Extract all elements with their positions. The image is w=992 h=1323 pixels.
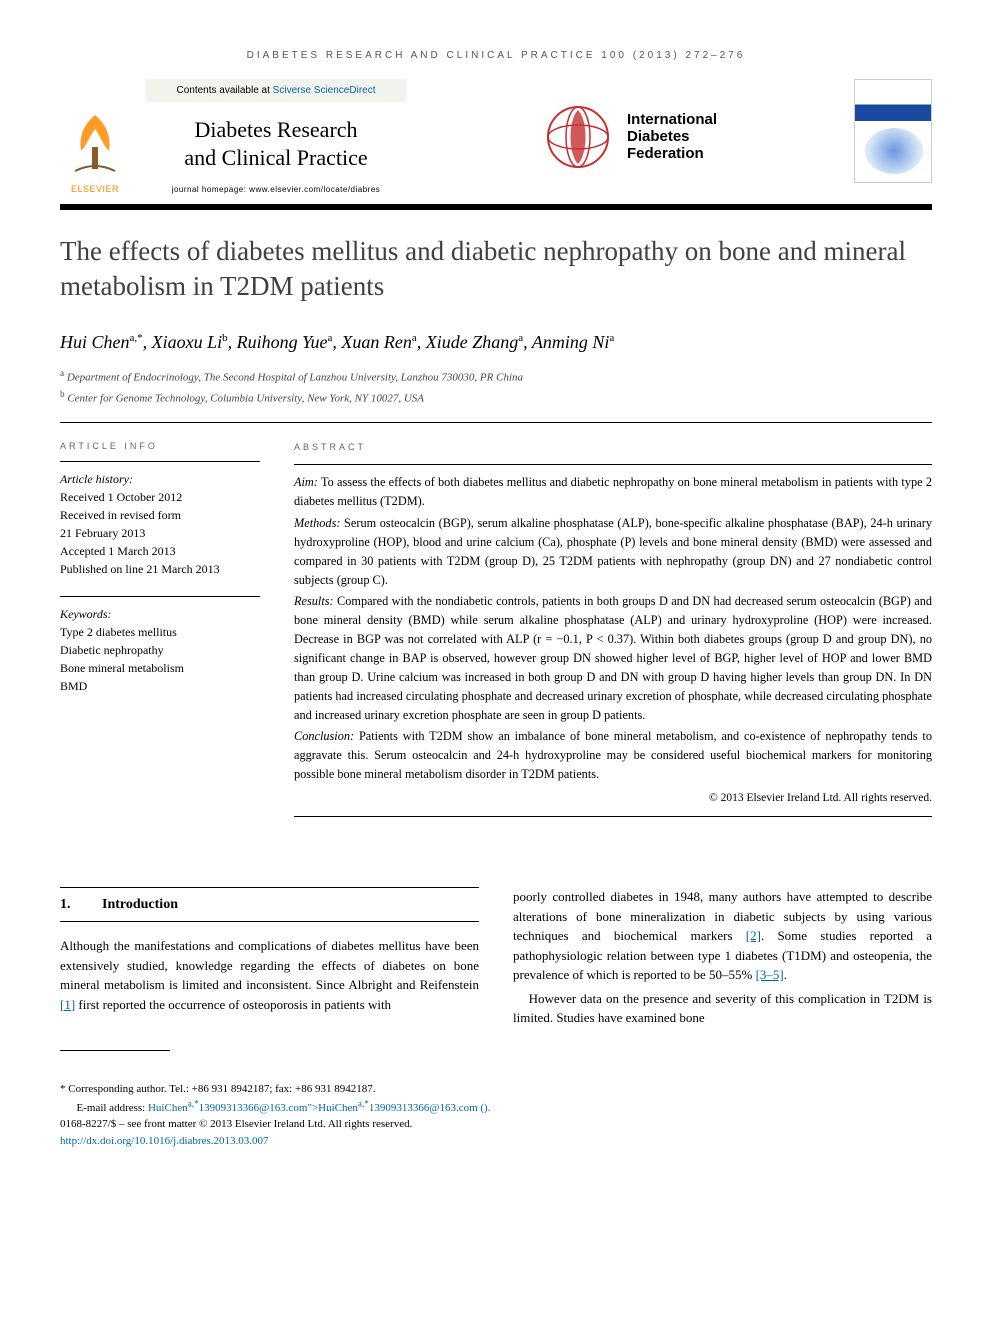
body-col-right: poorly controlled diabetes in 1948, many… (513, 887, 932, 1028)
intro-text-1b: first reported the occurrence of osteopo… (75, 997, 391, 1012)
intro-para-2: poorly controlled diabetes in 1948, many… (513, 887, 932, 985)
article-title: The effects of diabetes mellitus and dia… (60, 234, 932, 304)
affiliation: a Department of Endocrinology, The Secon… (60, 367, 932, 386)
citation-link[interactable]: [2] (746, 928, 761, 943)
email-sup2: a,* (358, 1098, 369, 1108)
publisher-logo-block: ELSEVIER (60, 79, 130, 194)
aim-text: To assess the effects of both diabetes m… (294, 475, 932, 508)
elsevier-tree-icon (65, 107, 125, 182)
running-header: DIABETES RESEARCH AND CLINICAL PRACTICE … (60, 50, 932, 61)
email-label: E-mail address: (77, 1102, 148, 1114)
abstract-conclusion: Conclusion: Patients with T2DM show an i… (294, 727, 932, 784)
abstract-label: ABSTRACT (294, 441, 932, 455)
abstract-copyright: © 2013 Elsevier Ireland Ltd. All rights … (294, 790, 932, 808)
email-link[interactable]: HuiChena,*13909313366@163.com">HuiChena,… (148, 1102, 491, 1114)
keyword: BMD (60, 677, 260, 695)
article-history: Article history: Received 1 October 2012… (60, 461, 260, 578)
journal-name-line1: Diabetes Research (194, 117, 357, 142)
results-text: Compared with the nondiabetic controls, … (294, 594, 932, 722)
abstract-aim: Aim: To assess the effects of both diabe… (294, 473, 932, 511)
journal-title-block: Contents available at Sciverse ScienceDi… (146, 79, 406, 194)
author: Hui Chena,*, (60, 332, 152, 352)
idf-name: International Diabetes Federation (627, 111, 717, 163)
author: Ruihong Yuea, (237, 332, 342, 352)
divider (294, 816, 932, 817)
section-title: Introduction (102, 897, 178, 912)
history-accepted: Accepted 1 March 2013 (60, 542, 260, 560)
abstract-results: Results: Compared with the nondiabetic c… (294, 592, 932, 725)
affiliation: b Center for Genome Technology, Columbia… (60, 388, 932, 407)
abstract-methods: Methods: Serum osteocalcin (BGP), serum … (294, 514, 932, 590)
email-name: HuiChen (148, 1102, 188, 1114)
keyword: Diabetic nephropathy (60, 641, 260, 659)
page-footer: * Corresponding author. Tel.: +86 931 89… (60, 1077, 932, 1150)
journal-name-line2: and Clinical Practice (184, 145, 367, 170)
doi-link[interactable]: http://dx.doi.org/10.1016/j.diabres.2013… (60, 1135, 268, 1147)
contents-prefix: Contents available at (177, 85, 273, 96)
issn-line: 0168-8227/$ – see front matter © 2013 El… (60, 1116, 932, 1133)
email-rest2: 13909313366@163.com (). (369, 1102, 491, 1114)
history-published: Published on line 21 March 2013 (60, 560, 260, 578)
journal-cover-thumb (854, 79, 932, 194)
aim-lead: Aim: (294, 475, 318, 489)
email-rest: 13909313366@163.com">HuiChen (199, 1102, 358, 1114)
body-col-left: 1.Introduction Although the manifestatio… (60, 887, 479, 1028)
keyword: Bone mineral metabolism (60, 659, 260, 677)
keywords-header: Keywords: (60, 605, 260, 623)
sciencedirect-link[interactable]: Sciverse ScienceDirect (273, 85, 376, 96)
results-lead: Results: (294, 594, 334, 608)
intro-para-1: Although the manifestations and complica… (60, 936, 479, 1014)
intro-para-3: However data on the presence and severit… (513, 989, 932, 1028)
contents-available: Contents available at Sciverse ScienceDi… (146, 79, 406, 102)
idf-logo-icon (543, 102, 613, 172)
history-revised-2: 21 February 2013 (60, 524, 260, 542)
keywords-block: Keywords: Type 2 diabetes mellitus Diabe… (60, 596, 260, 695)
article-info-column: ARTICLE INFO Article history: Received 1… (60, 441, 260, 818)
masthead: ELSEVIER Contents available at Sciverse … (60, 79, 932, 210)
idf-block: International Diabetes Federation (422, 79, 838, 194)
email-line: E-mail address: HuiChena,*13909313366@16… (60, 1097, 932, 1116)
email-sup: a,* (188, 1098, 199, 1108)
body-columns: 1.Introduction Although the manifestatio… (60, 887, 932, 1028)
cover-image-icon (854, 79, 932, 183)
methods-text: Serum osteocalcin (BGP), serum alkaline … (294, 516, 932, 587)
journal-name: Diabetes Research and Clinical Practice (146, 102, 406, 185)
article-info-label: ARTICLE INFO (60, 441, 260, 451)
conclusion-text: Patients with T2DM show an imbalance of … (294, 729, 932, 781)
abstract-column: ABSTRACT Aim: To assess the effects of b… (294, 441, 932, 818)
history-received: Received 1 October 2012 (60, 488, 260, 506)
journal-homepage: journal homepage: www.elsevier.com/locat… (146, 185, 406, 194)
footnote-rule (60, 1050, 170, 1051)
section-number: 1. (60, 894, 102, 915)
author-list: Hui Chena,*, Xiaoxu Lib, Ruihong Yuea, X… (60, 332, 932, 353)
divider (60, 422, 932, 423)
idf-line2: Diabetes (627, 128, 690, 145)
idf-line1: International (627, 111, 717, 128)
intro-text-1a: Although the manifestations and complica… (60, 938, 479, 992)
history-revised-1: Received in revised form (60, 506, 260, 524)
idf-line3: Federation (627, 145, 704, 162)
keyword: Type 2 diabetes mellitus (60, 623, 260, 641)
section-heading-intro: 1.Introduction (60, 887, 479, 922)
history-header: Article history: (60, 470, 260, 488)
citation-link[interactable]: [3–5] (756, 967, 784, 982)
author: Xiaoxu Lib, (152, 332, 237, 352)
corresponding-author: * Corresponding author. Tel.: +86 931 89… (60, 1081, 932, 1098)
intro-text-2c: . (784, 967, 787, 982)
conclusion-lead: Conclusion: (294, 729, 354, 743)
author: Xuan Rena, (341, 332, 425, 352)
citation-link[interactable]: [1] (60, 997, 75, 1012)
elsevier-wordmark: ELSEVIER (71, 184, 119, 194)
methods-lead: Methods: (294, 516, 340, 530)
author: Xiude Zhanga, (426, 332, 532, 352)
author: Anming Nia (532, 332, 614, 352)
